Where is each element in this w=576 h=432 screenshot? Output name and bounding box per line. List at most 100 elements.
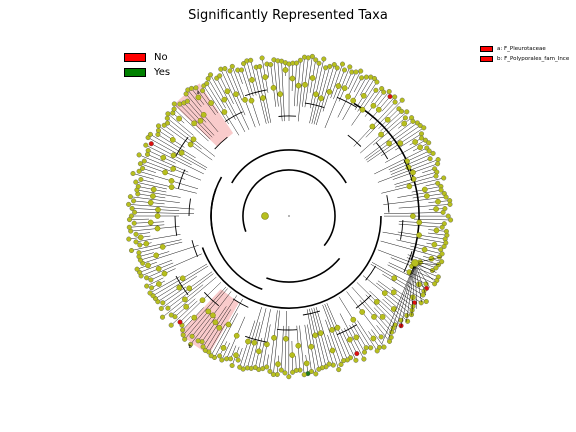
- leaf-node: [177, 101, 183, 107]
- leaf-node: [147, 290, 153, 296]
- tree-branch: [304, 324, 312, 372]
- tree-node: [155, 206, 161, 213]
- tree-branch: [380, 111, 402, 132]
- leaf-node: [423, 299, 429, 305]
- tree-branch: [273, 59, 279, 107]
- clade-arc: [175, 136, 189, 157]
- clade-legend-swatch-a: [480, 46, 493, 52]
- tree-branch: [146, 253, 202, 279]
- tree-node: [370, 335, 377, 342]
- leaf-node: [229, 63, 235, 69]
- tree-branch: [309, 58, 325, 124]
- tree-branch: [255, 67, 269, 124]
- tree-branch: [155, 265, 209, 299]
- clade-legend-item-a: a: F_Pleurotaceae: [480, 44, 569, 54]
- tree-node: [329, 327, 335, 333]
- leaf-node: [219, 357, 225, 363]
- tree-branch: [383, 212, 444, 215]
- tree-node: [283, 335, 289, 342]
- leaf-node: [331, 62, 337, 68]
- tree-branch: [384, 296, 407, 316]
- leaf-node: [133, 231, 139, 237]
- clade-arc: [232, 298, 249, 308]
- tree-node: [176, 115, 182, 122]
- tree-node: [168, 178, 175, 184]
- leaf-node: [435, 161, 441, 167]
- tree-node: [251, 339, 258, 346]
- leaf-node: [321, 56, 327, 62]
- leaf-node: [445, 213, 451, 219]
- tree-node: [208, 100, 214, 106]
- leaf-node: [149, 285, 155, 291]
- leaf-node: [417, 122, 423, 128]
- tree-node: [433, 227, 440, 234]
- leaf-node: [392, 94, 398, 100]
- leaf-node: [259, 55, 265, 61]
- tree-node: [353, 334, 360, 341]
- tree-node: [390, 289, 397, 296]
- tree-node: [159, 244, 166, 250]
- tree-branch: [365, 122, 418, 161]
- leaf-node: [241, 61, 247, 67]
- leaf-node: [419, 135, 425, 141]
- tree-branch: [398, 223, 443, 228]
- tree-node: [295, 82, 302, 89]
- leaf-node: [432, 281, 438, 287]
- leaf-node: [340, 61, 346, 67]
- tree-node: [156, 281, 162, 287]
- leaf-node: [434, 169, 440, 175]
- tree-branch: [365, 294, 396, 326]
- fan-branch: [414, 262, 422, 303]
- backbone-arc: [353, 102, 420, 261]
- leaf-node: [297, 57, 303, 63]
- legend-item-no: No: [124, 50, 170, 65]
- tree-branch: [313, 66, 331, 125]
- tree-branch: [299, 325, 305, 375]
- leaf-node: [353, 69, 359, 75]
- tree-node: [275, 361, 281, 367]
- tree-node: [245, 338, 251, 345]
- tree-node: [212, 319, 219, 326]
- tree-branch: [377, 159, 439, 183]
- leaf-node: [354, 351, 360, 357]
- tree-branch: [242, 306, 262, 370]
- tree-branch: [352, 323, 367, 348]
- tree-node: [373, 299, 380, 305]
- tree-node: [433, 206, 439, 212]
- tree-branch: [130, 196, 180, 203]
- tree-branch: [187, 89, 202, 107]
- leaf-node: [171, 106, 177, 112]
- leaf-node: [290, 369, 296, 375]
- tree-node: [282, 67, 289, 73]
- tree-node: [260, 95, 266, 101]
- tree-branch: [371, 262, 425, 292]
- tree-branch: [338, 296, 371, 348]
- leaf-node: [330, 362, 336, 368]
- leaf-node: [131, 198, 137, 204]
- leaf-node: [182, 336, 188, 342]
- fan-branch: [414, 262, 437, 273]
- tree-branch: [190, 291, 232, 345]
- fan-branch: [411, 262, 416, 316]
- leaf-node: [361, 356, 367, 362]
- clade-arc: [174, 215, 178, 236]
- clade-arc: [214, 136, 228, 150]
- tree-node: [153, 252, 160, 259]
- tree-node: [308, 343, 315, 350]
- tree-branch: [131, 239, 182, 251]
- tree-branch: [371, 329, 385, 348]
- tree-branch: [382, 231, 446, 244]
- tree-branch: [351, 287, 392, 333]
- tree-branch: [269, 310, 278, 372]
- leaf-node: [433, 265, 439, 271]
- clade-legend-swatch-b: [480, 56, 493, 62]
- leaf-node: [217, 73, 223, 79]
- tree-node: [360, 92, 367, 99]
- leaf-node: [435, 157, 441, 163]
- leaf-node: [140, 165, 146, 171]
- leaf-node: [155, 123, 161, 129]
- tree-branch: [232, 66, 256, 128]
- leaf-node: [338, 362, 344, 368]
- tree-node: [435, 198, 441, 205]
- tree-branch: [139, 171, 199, 190]
